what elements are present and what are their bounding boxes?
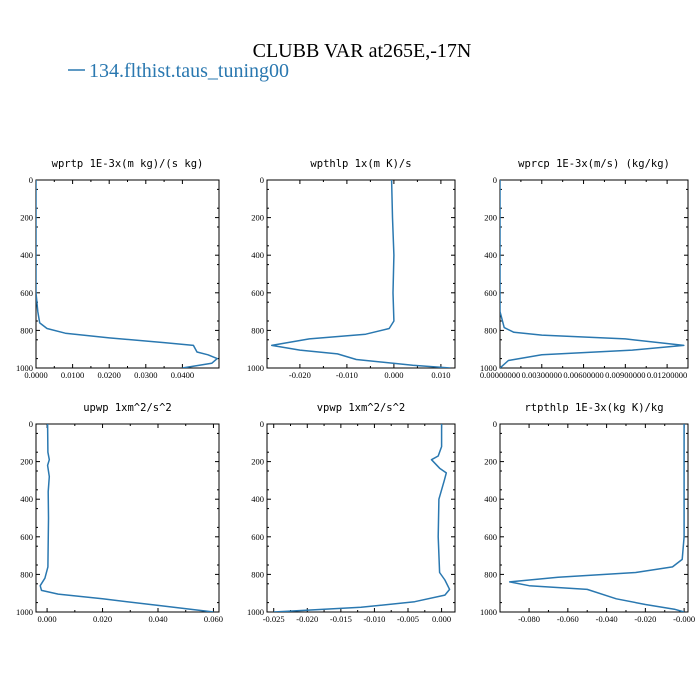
y-tick-label: 600 [484,532,497,542]
y-tick-label: 400 [20,494,33,504]
panels: wprtp 1E-3x(m kg)/(s kg) 0 200 400 600 800 100… [16,158,695,624]
series-line [273,424,451,612]
y-tick-label: 1000 [480,363,497,373]
x-tick-label: -0.020 [296,614,318,624]
panel-6: rtpthlp 1E-3x(kg K)/kg 0 200 400 600 800 1000 -… [480,402,695,624]
y-tick-label: 1000 [16,363,33,373]
x-tick-label: 0.00300000 [522,370,562,380]
x-tick-label: -0.020 [634,614,656,624]
y-tick-label: 200 [20,457,33,467]
x-tick-label: 0.000 [432,614,451,624]
y-tick-label: 0 [260,175,264,185]
y-tick-label: 400 [20,250,33,260]
y-tick-label: 1000 [480,607,497,617]
x-tick-label: -0.010 [363,614,385,624]
y-tick-label: 400 [251,250,264,260]
y-tick-label: 400 [484,494,497,504]
y-tick-label: 1000 [16,607,33,617]
plot-frame [266,179,456,369]
x-tick-label: 0.0300 [134,370,157,380]
y-tick-label: 0 [493,419,497,429]
x-tick-label: -0.060 [557,614,579,624]
y-tick-label: 800 [251,569,264,579]
plot-frame [499,423,689,613]
panel-title: wpthlp 1x(m K)/s [310,158,411,170]
x-tick-label: 0.010 [431,370,450,380]
x-tick-label: 0.0100 [61,370,84,380]
legend: 134.flthist.taus_tuning00 [68,60,289,82]
panel-title: rtpthlp 1E-3x(kg K)/kg [524,402,663,414]
x-tick-label: -0.025 [263,614,285,624]
panel-2: wpthlp 1x(m K)/s 0 200 400 600 800 1000 -0.020 -… [247,158,456,380]
series-line [36,180,218,368]
y-tick-label: 600 [251,532,264,542]
x-tick-label: 0.000 [38,614,57,624]
x-tick-label: -0.015 [330,614,352,624]
figure-title: CLUBB VAR at265E,-17N [253,40,472,62]
panel-5: vpwp 1xm^2/s^2 0 200 400 600 800 1000-0.025 -0.… [247,402,456,624]
y-tick-label: 200 [251,213,264,223]
x-tick-label: 0.060 [204,614,223,624]
panel-3: wprcp 1E-3x(m/s) (kg/kg) 0 200 400 600 800 100… [480,158,689,380]
x-tick-label: 0.0200 [98,370,121,380]
x-tick-label: 0.040 [148,614,167,624]
y-tick-label: 0 [260,419,264,429]
series-line [500,180,685,368]
x-tick-label: 0.000 [384,370,403,380]
y-tick-label: 600 [20,288,33,298]
y-tick-label: 0 [29,419,33,429]
y-tick-label: 200 [20,213,33,223]
y-tick-label: 400 [484,250,497,260]
plot-frame [266,423,456,613]
y-tick-label: 200 [484,213,497,223]
x-tick-label: 0.01200000 [647,370,687,380]
y-tick-label: 800 [251,325,264,335]
x-tick-label: 0.0400 [171,370,194,380]
x-tick-label: -0.000 [673,614,695,624]
series-line [508,424,685,612]
panel-title: upwp 1xm^2/s^2 [83,402,172,414]
x-tick-label: -0.020 [289,370,311,380]
y-tick-label: 800 [20,325,33,335]
y-tick-label: 600 [251,288,264,298]
y-tick-label: 0 [29,175,33,185]
panel-4: upwp 1xm^2/s^2 0 200 400 600 800 1000 0.000 0.02… [16,402,223,624]
legend-label: 134.flthist.taus_tuning00 [89,60,289,82]
plot-frame [35,423,220,613]
x-tick-label: -0.080 [518,614,540,624]
x-tick-label: -0.010 [336,370,358,380]
x-tick-label: 0.0000 [24,370,47,380]
y-tick-label: 800 [484,325,497,335]
y-tick-label: 200 [251,457,264,467]
y-tick-label: 800 [20,569,33,579]
y-tick-label: 0 [493,175,497,185]
plot-frame [499,179,689,369]
x-tick-label: -0.040 [596,614,618,624]
series-line [39,424,214,612]
panel-title: wprcp 1E-3x(m/s) (kg/kg) [518,158,670,170]
y-tick-label: 600 [484,288,497,298]
y-tick-label: 200 [484,457,497,467]
x-tick-label: -0.005 [397,614,419,624]
series-line [270,180,451,368]
y-tick-label: 400 [251,494,264,504]
x-tick-label: 0.020 [93,614,112,624]
y-tick-label: 800 [484,569,497,579]
x-tick-label: 0.00000000 [480,370,520,380]
x-tick-label: 0.00600000 [563,370,603,380]
panel-1: wprtp 1E-3x(m kg)/(s kg) 0 200 400 600 800 100… [16,158,220,380]
panel-title: vpwp 1xm^2/s^2 [317,402,406,414]
y-tick-label: 1000 [247,607,264,617]
x-tick-label: 0.00900000 [605,370,645,380]
y-tick-label: 1000 [247,363,264,373]
y-tick-label: 600 [20,532,33,542]
panel-title: wprtp 1E-3x(m kg)/(s kg) [52,158,204,170]
